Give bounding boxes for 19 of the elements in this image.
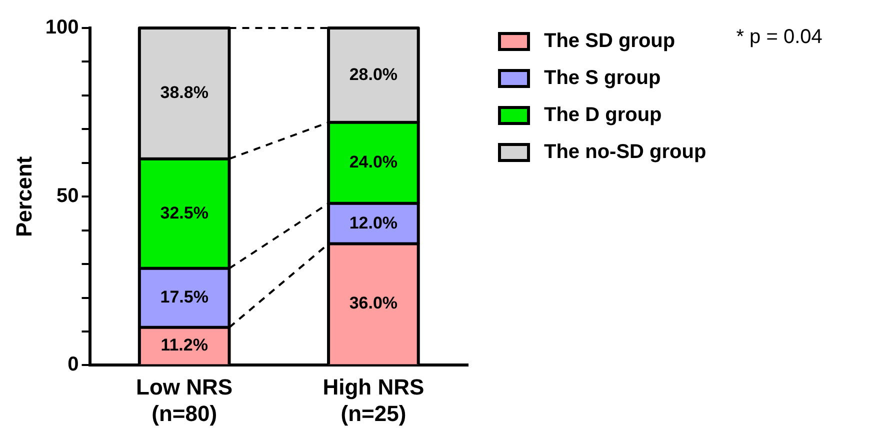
data-label: 36.0% [349,294,398,313]
x-tick-label: Low NRS (n=80) [136,374,233,426]
y-tick-label: 0 [68,354,79,376]
legend-label: The SD group [544,30,676,53]
y-tick-label: 50 [56,185,79,208]
data-label: 38.8% [160,83,208,102]
data-label: 28.0% [349,64,398,84]
data-label: 11.2% [160,336,208,355]
y-axis-title: Percent [11,156,36,237]
data-label: 24.0% [349,152,398,172]
text: * p = 0.04 [736,26,822,49]
legend-label: The D group [544,104,662,127]
data-label: 17.5% [160,288,208,307]
legend-label: The S group [544,67,661,90]
x-tick-label: High NRS (n=25) [322,374,424,426]
data-label: 32.5% [160,203,208,222]
data-label: 12.0% [349,213,398,232]
y-tick-label: 100 [45,16,79,39]
legend-label: The no-SD group [544,141,706,164]
